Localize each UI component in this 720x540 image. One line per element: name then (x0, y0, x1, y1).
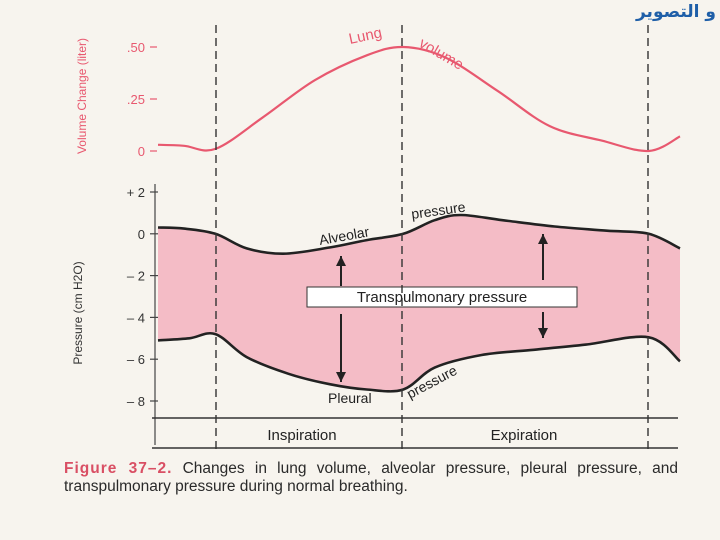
pressure-tick-label: – 2 (127, 269, 145, 284)
lung-volume-line (157, 45, 681, 153)
volume-axis: .50 .25 0 (127, 40, 157, 159)
pleural-label: Pleural (328, 390, 372, 406)
phase-markers (215, 25, 649, 452)
pressure-y-axis-label: Pressure (cm H2O) (71, 261, 85, 364)
arrow-up-right-head (538, 234, 548, 244)
volume-tick-label: .50 (127, 40, 145, 55)
volume-tick-label: .25 (127, 92, 145, 107)
pleural-pressure-line (157, 332, 681, 393)
inspiration-label: Inspiration (267, 427, 336, 444)
volume-y-axis-label: Volume Change (liter) (75, 38, 89, 154)
pressure-tick-label: – 8 (127, 394, 145, 409)
corner-arabic-text: و التصوير (635, 2, 716, 22)
alveolar-pressure-word-label: pressure (410, 199, 466, 222)
pressure-tick-label: + 2 (127, 185, 145, 200)
pressure-arrows (336, 234, 548, 382)
lung-volume-label-lung: Lung (347, 24, 383, 48)
pressure-axis: + 2 0 – 2 – 4 – 6 – 8 (127, 184, 158, 445)
volume-tick-label: 0 (138, 144, 145, 159)
figure-label: Figure 37–2. (64, 460, 173, 477)
arrow-down-left-head (336, 372, 346, 382)
expiration-label: Expiration (491, 427, 558, 444)
transpulmonary-label-box (306, 286, 578, 308)
figure-caption: Figure 37–2. Changes in lung volume, alv… (64, 460, 678, 496)
lung-volume-label-volume: volume (416, 35, 466, 74)
phase-strip (152, 417, 678, 449)
pressure-tick-label: – 4 (127, 310, 145, 325)
transpulmonary-label: Transpulmonary pressure (357, 289, 527, 306)
pressure-tick-label: 0 (138, 227, 145, 242)
arrow-down-right-head (538, 328, 548, 338)
pressure-tick-label: – 6 (127, 352, 145, 367)
figure-caption-text: Changes in lung volume, alveolar pressur… (64, 460, 678, 495)
alveolar-pressure-line (157, 213, 681, 256)
arrow-up-left-head (336, 256, 346, 266)
